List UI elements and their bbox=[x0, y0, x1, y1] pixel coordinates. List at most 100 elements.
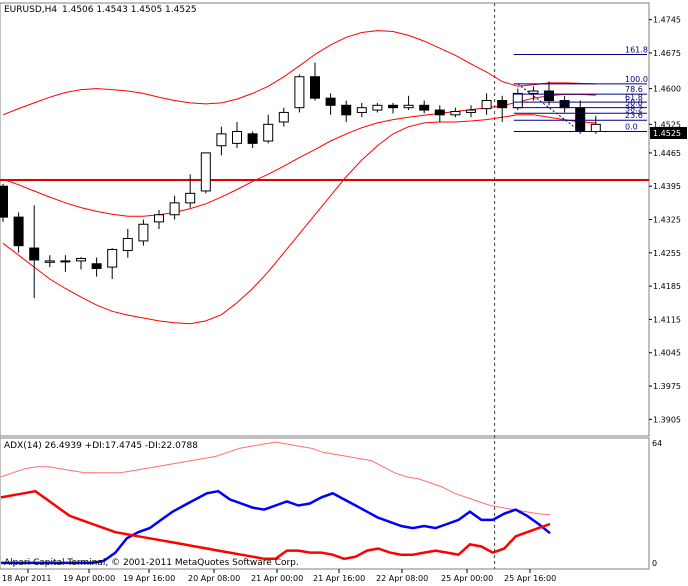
fibo-level-label: 23.6 bbox=[625, 111, 643, 120]
price-tick-label: 1.4115 bbox=[653, 315, 681, 324]
candle bbox=[60, 255, 71, 272]
time-tick-label: 21 Apr 16:00 bbox=[313, 574, 365, 583]
time-tick-label: 18 Apr 2011 bbox=[2, 574, 51, 583]
candle-body bbox=[294, 76, 305, 109]
copyright-text: Alpari Capital Terminal, © 2001-2011 Met… bbox=[4, 558, 299, 568]
candle-body bbox=[278, 111, 289, 123]
candle-body bbox=[185, 192, 196, 204]
candle-body bbox=[247, 133, 258, 144]
adx-layer bbox=[0, 441, 551, 565]
time-tick-label: 25 Apr 00:00 bbox=[441, 574, 493, 583]
adx-main-line bbox=[0, 441, 551, 516]
candle-body bbox=[200, 152, 211, 192]
fibo-level-label: 78.6 bbox=[625, 85, 643, 94]
price-tick-label: 1.3975 bbox=[653, 382, 681, 391]
candle-body bbox=[575, 107, 586, 132]
candle-body bbox=[0, 185, 8, 218]
candle-body bbox=[44, 260, 55, 263]
candle-body bbox=[356, 107, 367, 113]
candle bbox=[263, 114, 274, 144]
candle-body bbox=[450, 110, 461, 116]
chart-ohlc-label: 1.4506 1.4543 1.4505 1.4525 bbox=[62, 5, 197, 15]
candle bbox=[122, 229, 133, 258]
candle bbox=[200, 152, 211, 194]
candle-body bbox=[481, 100, 492, 110]
price-tick-label: 1.4045 bbox=[653, 349, 681, 358]
candle-body bbox=[13, 216, 24, 247]
candle-body bbox=[341, 104, 352, 116]
candle-body bbox=[169, 202, 180, 216]
candle bbox=[388, 102, 398, 114]
candle bbox=[372, 102, 383, 113]
candle-body bbox=[325, 97, 336, 106]
time-tick-label: 19 Apr 00:00 bbox=[63, 574, 115, 583]
candle bbox=[341, 100, 352, 122]
candle bbox=[294, 74, 305, 113]
candle bbox=[481, 93, 492, 115]
candle-body bbox=[512, 92, 523, 109]
candle bbox=[450, 107, 461, 118]
candle-body bbox=[403, 104, 414, 109]
fibo-trend-line bbox=[517, 83, 581, 132]
time-axis: 18 Apr 2011 19 Apr 00:00 19 Apr 16:00 20 Ap… bbox=[2, 569, 556, 583]
candle bbox=[310, 62, 320, 101]
fibo-level-label: 50.0 bbox=[625, 99, 643, 108]
candle-body bbox=[497, 100, 508, 109]
price-tick-label: 1.4600 bbox=[653, 85, 681, 94]
plus-di-line bbox=[1, 489, 551, 565]
time-tick-label: 19 Apr 16:00 bbox=[123, 574, 175, 583]
current-price-tag: 1.4525 bbox=[650, 127, 687, 139]
candle bbox=[169, 195, 180, 220]
candle bbox=[403, 95, 414, 111]
candle bbox=[13, 212, 24, 253]
candle-body bbox=[528, 90, 539, 94]
candle-body bbox=[232, 130, 242, 144]
candle bbox=[544, 81, 554, 106]
adx-scale-bottom: 0 bbox=[652, 559, 657, 568]
bollinger-lower-line bbox=[2, 114, 596, 325]
candle bbox=[497, 95, 508, 122]
time-tick-label: 21 Apr 00:00 bbox=[251, 574, 303, 583]
candle-body bbox=[310, 76, 320, 99]
candle bbox=[138, 219, 149, 246]
fibo-level-label: 61.8 bbox=[625, 93, 643, 102]
adx-indicator-label: ADX(14) 26.4939 +DI:17.4745 -DI:22.0788 bbox=[4, 441, 198, 451]
candle-body bbox=[107, 248, 118, 268]
price-tick-label: 1.4185 bbox=[653, 282, 681, 291]
price-tick-label: 1.4745 bbox=[653, 16, 681, 25]
candle-body bbox=[434, 109, 445, 116]
chart-symbol-label: EURUSD,H4 bbox=[4, 5, 57, 15]
candle-body bbox=[263, 123, 274, 142]
current-price-box bbox=[650, 127, 687, 139]
price-axis: 1.4745 1.4675 1.4600 1.4525 1.4465 1.4395 1.43… bbox=[649, 16, 681, 424]
candle bbox=[185, 174, 196, 208]
price-tick-label: 1.4465 bbox=[653, 149, 681, 158]
candle bbox=[0, 183, 8, 222]
price-tick-label: 1.4395 bbox=[653, 182, 681, 191]
adx-panel[interactable] bbox=[0, 437, 650, 570]
candle bbox=[29, 205, 40, 299]
candle bbox=[154, 209, 164, 230]
candle bbox=[278, 107, 289, 127]
candle-body bbox=[372, 104, 383, 111]
candle-body bbox=[122, 238, 133, 251]
time-tick-label: 25 Apr 16:00 bbox=[504, 574, 556, 583]
candle bbox=[356, 102, 367, 118]
candle bbox=[434, 105, 445, 122]
bollinger-upper-line bbox=[2, 30, 596, 116]
fibo-level-label: 100.0 bbox=[625, 75, 648, 84]
price-panel[interactable] bbox=[0, 2, 650, 437]
candle bbox=[107, 248, 118, 279]
adx-scale-top: 64 bbox=[652, 439, 662, 448]
candle bbox=[247, 131, 258, 149]
time-tick-label: 22 Apr 08:00 bbox=[376, 574, 428, 583]
price-tick-label: 1.4255 bbox=[653, 249, 681, 258]
time-tick-label: 20 Apr 08:00 bbox=[188, 574, 240, 583]
fibo-level-label: 0.0 bbox=[625, 122, 638, 131]
candle-body bbox=[419, 104, 430, 111]
candle-body bbox=[544, 90, 554, 102]
candle-body bbox=[91, 263, 102, 270]
candle bbox=[232, 121, 242, 149]
